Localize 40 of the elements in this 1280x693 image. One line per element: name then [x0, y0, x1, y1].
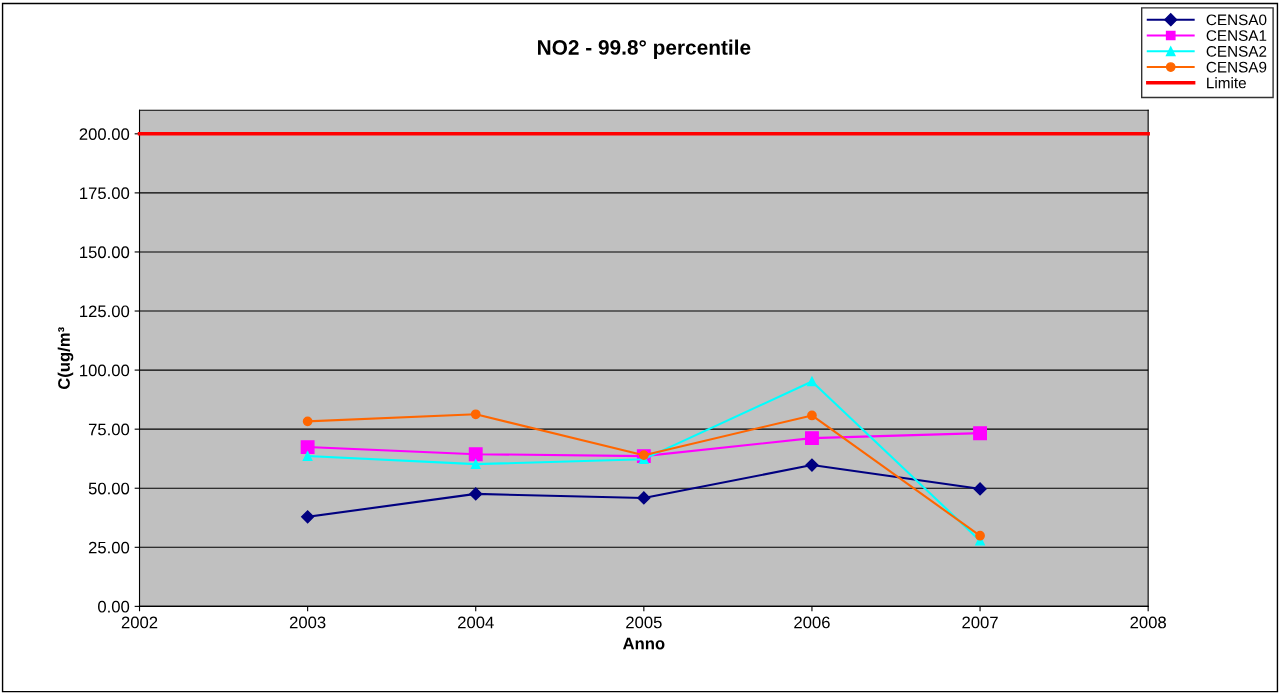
y-tick-label: 150.00: [80, 246, 130, 259]
point: [302, 451, 313, 461]
point: [470, 459, 481, 469]
point: [637, 491, 651, 505]
legend-label: Limite: [1207, 77, 1246, 89]
chart-title: NO2 - 99.8° percentile: [538, 39, 751, 59]
x-tick-label: 2006: [794, 616, 830, 629]
point: [300, 440, 315, 455]
point: [468, 447, 483, 462]
y-tick-label: 175.00: [80, 187, 130, 200]
legend-label: CENSA0: [1206, 14, 1267, 26]
y-tick-label: 200.00: [79, 128, 130, 141]
y-axis-title: C(ug/m³: [57, 327, 74, 390]
point: [975, 530, 985, 541]
point: [973, 426, 987, 441]
point: [302, 416, 313, 427]
x-tick-label: 2004: [458, 616, 494, 629]
legend-label: CENSA2: [1206, 45, 1267, 57]
y-tick-label: 100.00: [80, 364, 130, 377]
legend-label: CENSA1: [1206, 30, 1267, 42]
y-tick-label: 25.00: [88, 541, 130, 554]
x-tick-label: 2007: [962, 616, 998, 629]
point: [807, 376, 817, 387]
point: [807, 410, 817, 421]
point: [470, 409, 481, 420]
point: [805, 458, 819, 472]
x-axis-title: Anno: [622, 637, 665, 650]
point: [805, 431, 819, 446]
legend-label: CENSA9: [1206, 61, 1267, 73]
point: [973, 482, 987, 496]
x-tick-label: 2008: [1130, 616, 1166, 629]
point: [301, 510, 315, 524]
y-tick-label: 75.00: [88, 423, 130, 436]
point: [469, 487, 483, 501]
y-tick-label: 0.00: [98, 600, 130, 613]
x-tick-label: 2002: [121, 616, 158, 629]
x-tick-label: 2003: [289, 616, 326, 629]
y-tick-label: 125.00: [80, 305, 130, 318]
x-tick-label: 2005: [626, 616, 662, 629]
y-tick-label: 50.00: [88, 482, 130, 495]
